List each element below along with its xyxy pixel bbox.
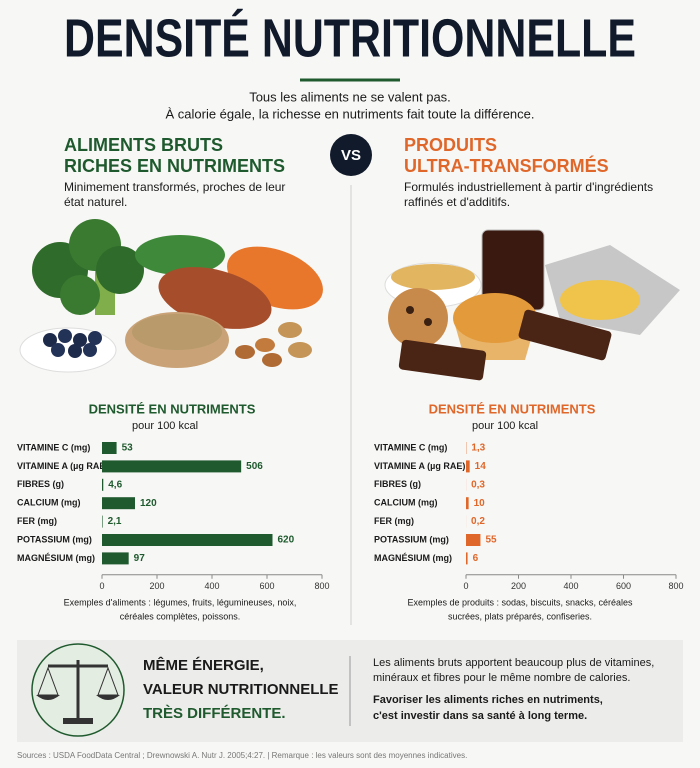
left-heading: RICHES EN NUTRIMENTS bbox=[64, 156, 285, 176]
conclusion-text: Les aliments bruts apportent beaucoup pl… bbox=[373, 657, 654, 669]
x-tick-label: 800 bbox=[668, 581, 683, 591]
x-tick-label: 200 bbox=[511, 581, 526, 591]
value-label: 55 bbox=[485, 535, 497, 546]
chart-note: céréales complètes, poissons. bbox=[120, 611, 241, 621]
x-tick-label: 800 bbox=[314, 581, 329, 591]
charts: DENSITÉ EN NUTRIMENTS pour 100 kcal VITAMI… bbox=[17, 401, 684, 621]
x-tick-label: 0 bbox=[99, 581, 104, 591]
conclusion-emphasis: c'est investir dans sa santé à long term… bbox=[373, 710, 587, 722]
value-label: 620 bbox=[278, 535, 295, 546]
value-label: 97 bbox=[134, 553, 146, 564]
bar bbox=[466, 552, 468, 565]
sources: Sources : USDA FoodData Central ; Drewno… bbox=[17, 751, 467, 760]
category-label: FIBRES (g) bbox=[17, 479, 64, 489]
bar bbox=[102, 478, 104, 491]
conclusion-emphasis: Favoriser les aliments riches en nutrime… bbox=[373, 694, 603, 706]
right-description: Formulés industriellement à partir d'ing… bbox=[404, 180, 653, 194]
conclusion-headline: MÊME ÉNERGIE, bbox=[143, 656, 264, 674]
category-label: FER (mg) bbox=[17, 516, 57, 526]
category-label: CALCIUM (mg) bbox=[17, 498, 81, 508]
value-label: 53 bbox=[122, 443, 134, 454]
left-heading: ALIMENTS BRUTS bbox=[64, 135, 223, 155]
value-label: 0,2 bbox=[471, 516, 485, 527]
right-description: raffinés et d'additifs. bbox=[404, 195, 510, 209]
chart-title: DENSITÉ EN NUTRIMENTS bbox=[89, 401, 256, 416]
right-heading: PRODUITS bbox=[404, 135, 497, 155]
category-label: POTASSIUM (mg) bbox=[17, 534, 92, 544]
chart-subtitle: pour 100 kcal bbox=[132, 420, 198, 432]
bar bbox=[102, 552, 129, 565]
chart-title: DENSITÉ EN NUTRIMENTS bbox=[429, 401, 596, 416]
vs-label: VS bbox=[341, 147, 361, 164]
category-label: FER (mg) bbox=[374, 516, 414, 526]
x-tick-label: 0 bbox=[463, 581, 468, 591]
value-label: 2,1 bbox=[108, 516, 122, 527]
bar bbox=[102, 460, 242, 473]
value-label: 1,3 bbox=[471, 443, 485, 454]
conclusion-headline: TRÈS DIFFÉRENTE. bbox=[143, 705, 286, 722]
right-heading: ULTRA-TRANSFORMÉS bbox=[404, 155, 609, 176]
value-label: 506 bbox=[246, 461, 263, 472]
value-label: 0,3 bbox=[471, 479, 485, 490]
chart-subtitle: pour 100 kcal bbox=[472, 420, 538, 432]
x-tick-label: 400 bbox=[563, 581, 578, 591]
bar bbox=[102, 497, 135, 510]
category-label: POTASSIUM (mg) bbox=[374, 534, 449, 544]
bar bbox=[102, 534, 273, 546]
scale-icon bbox=[31, 643, 125, 737]
category-label: VITAMINE C (mg) bbox=[374, 442, 447, 452]
category-label: FIBRES (g) bbox=[374, 479, 421, 489]
left-description: Minimement transformés, proches de leur bbox=[64, 180, 285, 194]
conclusion-text: minéraux et fibres pour le même nombre d… bbox=[373, 672, 630, 684]
conclusion-headline: VALEUR NUTRITIONNELLE bbox=[143, 681, 339, 698]
chart-note: Exemples d'aliments : légumes, fruits, l… bbox=[64, 597, 297, 607]
value-label: 120 bbox=[140, 498, 157, 509]
x-tick-label: 600 bbox=[616, 581, 631, 591]
bar bbox=[102, 515, 103, 528]
category-label: CALCIUM (mg) bbox=[374, 498, 438, 508]
left-description: état naturel. bbox=[64, 195, 127, 209]
bar bbox=[102, 442, 117, 454]
category-label: VITAMINE A (µg RAE) bbox=[374, 461, 465, 471]
vs-badge bbox=[330, 134, 372, 176]
value-label: 10 bbox=[474, 498, 486, 509]
bar bbox=[466, 460, 470, 473]
chart-note: Exemples de produits : sodas, biscuits, … bbox=[407, 597, 633, 607]
value-label: 14 bbox=[475, 461, 487, 472]
title: DENSITÉ NUTRITIONNELLE bbox=[64, 8, 636, 68]
value-label: 6 bbox=[473, 553, 479, 564]
bar bbox=[466, 497, 469, 510]
category-label: MAGNÉSIUM (mg) bbox=[17, 553, 95, 563]
bar bbox=[466, 534, 481, 546]
subtitle: Tous les aliments ne se valent pas. bbox=[249, 89, 451, 104]
x-tick-label: 600 bbox=[259, 581, 274, 591]
x-tick-label: 200 bbox=[149, 581, 164, 591]
category-label: MAGNÉSIUM (mg) bbox=[374, 553, 452, 563]
subtitle: À calorie égale, la richesse en nutrimen… bbox=[165, 106, 534, 121]
value-label: 4,6 bbox=[108, 479, 122, 490]
whole-foods-illustration bbox=[19, 219, 323, 373]
category-label: VITAMINE A (µg RAE) bbox=[17, 461, 108, 471]
chart-note: sucrées, plats préparés, confiseries. bbox=[448, 611, 592, 621]
x-tick-label: 400 bbox=[204, 581, 219, 591]
category-label: VITAMINE C (mg) bbox=[17, 442, 90, 452]
processed-foods-illustration bbox=[384, 229, 680, 381]
